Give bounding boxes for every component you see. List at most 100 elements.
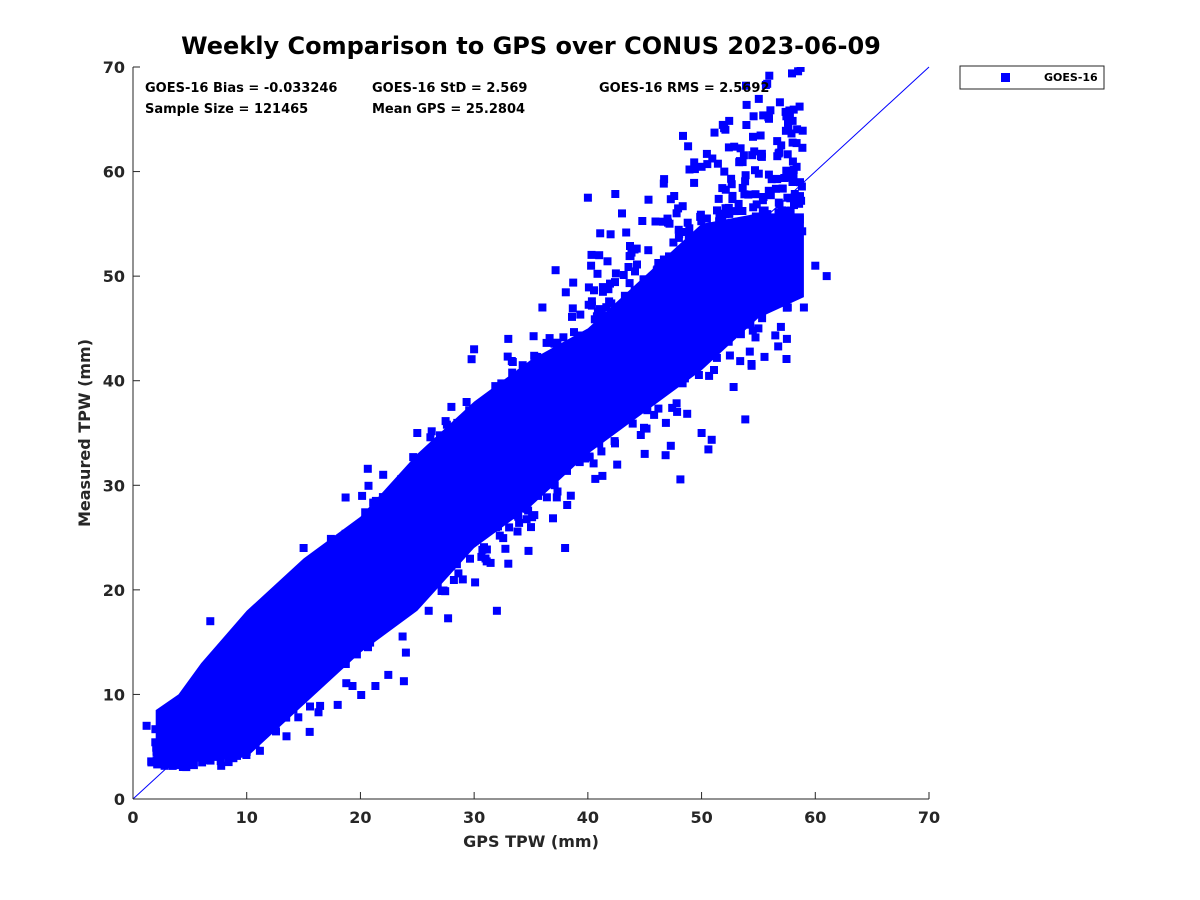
scatter-point xyxy=(573,424,582,433)
scatter-point xyxy=(751,212,760,221)
scatter-point xyxy=(789,255,798,264)
scatter-point xyxy=(440,519,449,528)
scatter-point xyxy=(409,453,418,462)
scatter-point xyxy=(628,419,637,428)
scatter-point xyxy=(624,263,633,271)
scatter-point xyxy=(720,124,729,133)
scatter-point xyxy=(689,334,698,343)
scatter-point xyxy=(372,594,381,602)
scatter-point xyxy=(759,111,768,120)
scatter-point xyxy=(396,581,404,590)
scatter-point xyxy=(659,179,668,188)
scatter-point xyxy=(481,554,490,563)
scatter-point xyxy=(356,610,365,619)
scatter-point xyxy=(796,178,804,187)
scatter-point xyxy=(311,605,320,613)
scatter-point xyxy=(373,620,382,629)
one-to-one-line xyxy=(132,66,930,800)
scatter-point xyxy=(538,439,547,448)
scatter-point xyxy=(679,131,687,140)
scatter-point xyxy=(152,748,161,757)
scatter-point xyxy=(441,417,450,426)
scatter-point xyxy=(714,194,723,203)
scatter-point xyxy=(550,339,559,348)
scatter-point xyxy=(411,566,420,575)
scatter-point xyxy=(227,640,236,649)
scatter-point xyxy=(513,464,521,473)
scatter-point xyxy=(637,303,646,312)
scatter-point xyxy=(551,266,560,275)
scatter-point xyxy=(480,409,488,418)
scatter-point xyxy=(674,233,683,242)
scatter-point xyxy=(783,269,792,278)
scatter-point xyxy=(232,731,241,740)
scatter-point xyxy=(770,275,779,284)
scatter-point xyxy=(562,404,571,413)
scatter-point xyxy=(281,669,290,678)
scatter-point xyxy=(161,715,169,724)
scatter-point xyxy=(677,274,686,283)
scatter-point xyxy=(749,132,757,141)
scatter-point xyxy=(782,334,791,343)
scatter-point xyxy=(331,631,340,640)
scatter-point xyxy=(784,265,793,273)
scatter-point xyxy=(723,206,731,215)
scatter-point xyxy=(665,252,673,261)
scatter-point xyxy=(657,376,666,385)
scatter-point xyxy=(625,279,634,288)
scatter-point xyxy=(457,515,466,524)
scatter-point xyxy=(398,632,407,641)
scatter-point xyxy=(718,266,727,275)
scatter-point xyxy=(456,480,465,488)
scatter-point xyxy=(282,688,291,697)
scatter-point xyxy=(618,337,626,346)
scatter-point xyxy=(229,754,238,763)
scatter-point xyxy=(583,420,592,429)
scatter-point xyxy=(316,701,325,710)
scatter-point xyxy=(647,316,655,325)
scatter-point xyxy=(439,586,448,595)
scatter-point xyxy=(294,672,303,681)
scatter-point xyxy=(391,607,400,616)
scatter-point xyxy=(271,669,280,678)
scatter-point xyxy=(710,240,719,249)
scatter-point xyxy=(578,380,587,389)
scatter-point xyxy=(234,727,243,736)
scatter-point xyxy=(693,357,702,366)
scatter-point xyxy=(764,269,773,278)
scatter-point xyxy=(282,732,291,741)
mean-gps-label: Mean GPS xyxy=(372,102,446,117)
scatter-point xyxy=(707,351,716,360)
scatter-point xyxy=(467,355,476,364)
scatter-point xyxy=(401,648,410,657)
scatter-point xyxy=(397,475,406,484)
scatter-point xyxy=(352,605,361,614)
scatter-point xyxy=(704,445,713,454)
scatter-point xyxy=(551,396,559,405)
scatter-point xyxy=(659,365,668,374)
scatter-point xyxy=(210,686,219,695)
scatter-point xyxy=(152,756,161,765)
scatter-point xyxy=(357,691,366,699)
scatter-point xyxy=(422,507,431,515)
scatter-point xyxy=(468,479,477,487)
scatter-point xyxy=(595,406,604,415)
scatter-point xyxy=(617,408,626,417)
scatter-point xyxy=(464,481,473,490)
scatter-point xyxy=(688,259,697,268)
scatter-point xyxy=(521,449,530,458)
scatter-point xyxy=(466,554,474,563)
rms-label: GOES-16 RMS xyxy=(599,81,699,96)
scatter-point xyxy=(683,218,692,227)
scatter-point xyxy=(542,361,551,370)
scatter-point xyxy=(503,429,512,438)
scatter-point xyxy=(278,604,287,613)
scatter-point xyxy=(434,484,443,493)
scatter-point xyxy=(715,217,724,226)
scatter-point xyxy=(507,433,516,442)
scatter-point xyxy=(690,233,699,241)
scatter-point xyxy=(781,126,790,135)
scatter-point xyxy=(266,607,275,616)
scatter-point xyxy=(203,722,212,731)
scatter-point xyxy=(781,206,790,215)
